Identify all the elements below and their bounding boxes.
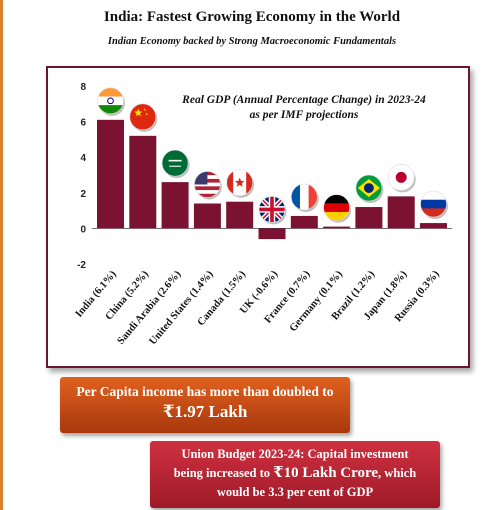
- bar-germany: [323, 226, 351, 229]
- india-flag-icon: [97, 87, 125, 116]
- canada-flag-icon: [226, 169, 255, 198]
- budget-line-2: being increased to ₹10 Lakh Crore, which: [173, 465, 417, 481]
- bar-china: [129, 135, 157, 229]
- japan-flag-icon: [387, 164, 416, 193]
- bar-uk: [258, 228, 286, 240]
- brazil-flag-icon: [355, 174, 384, 204]
- france-flag-icon: [290, 183, 319, 212]
- y-tick-label: 0: [80, 224, 86, 235]
- per-capita-amount: ₹1.97 Lakh: [162, 402, 248, 421]
- bar-saudi-arabia: [161, 182, 189, 229]
- gdp-bar-chart: Real GDP (Annual Percentage Change) in 2…: [74, 82, 452, 347]
- united-states-flag-icon: [194, 171, 222, 200]
- y-tick-label: -2: [77, 260, 86, 271]
- bar-united-states: [193, 203, 221, 229]
- uk-flag-icon: [258, 196, 287, 225]
- bar-japan: [387, 196, 415, 229]
- chart-title-line1: Real GDP (Annual Percentage Change) in 2…: [181, 94, 426, 106]
- russia-flag-icon: [420, 190, 448, 220]
- bar-canada: [226, 201, 254, 229]
- chart-title-line2: as per IMF projections: [250, 109, 359, 121]
- per-capita-banner: Per Capita income has more than doubled …: [60, 377, 350, 433]
- page-subtitle: Indian Economy backed by Strong Macroeco…: [107, 36, 397, 47]
- left-accent-rule: [0, 0, 3, 510]
- y-tick-label: 2: [80, 189, 86, 200]
- bar-brazil: [355, 207, 383, 229]
- bar-russia: [420, 223, 447, 229]
- saudi-arabia-flag-icon: [161, 149, 190, 179]
- budget-line-3: would be 3.3 per cent of GDP: [216, 485, 374, 499]
- bar-india: [97, 119, 124, 229]
- budget-line-1: Union Budget 2023-24: Capital investment: [181, 447, 409, 461]
- per-capita-text: Per Capita income has more than doubled …: [76, 384, 334, 399]
- china-flag-icon: [129, 103, 158, 132]
- page-title: India: Fastest Growing Economy in the Wo…: [103, 9, 401, 25]
- budget-banner: Union Budget 2023-24: Capital investment…: [150, 441, 440, 508]
- y-tick-label: 6: [80, 118, 86, 129]
- budget-amount: ₹10 Lakh Crore: [273, 465, 379, 481]
- germany-flag-icon: [323, 194, 352, 223]
- y-tick-label: 8: [80, 82, 86, 93]
- chart-frame: Real GDP (Annual Percentage Change) in 2…: [46, 66, 470, 368]
- y-tick-label: 4: [80, 153, 86, 164]
- bar-france: [290, 215, 318, 229]
